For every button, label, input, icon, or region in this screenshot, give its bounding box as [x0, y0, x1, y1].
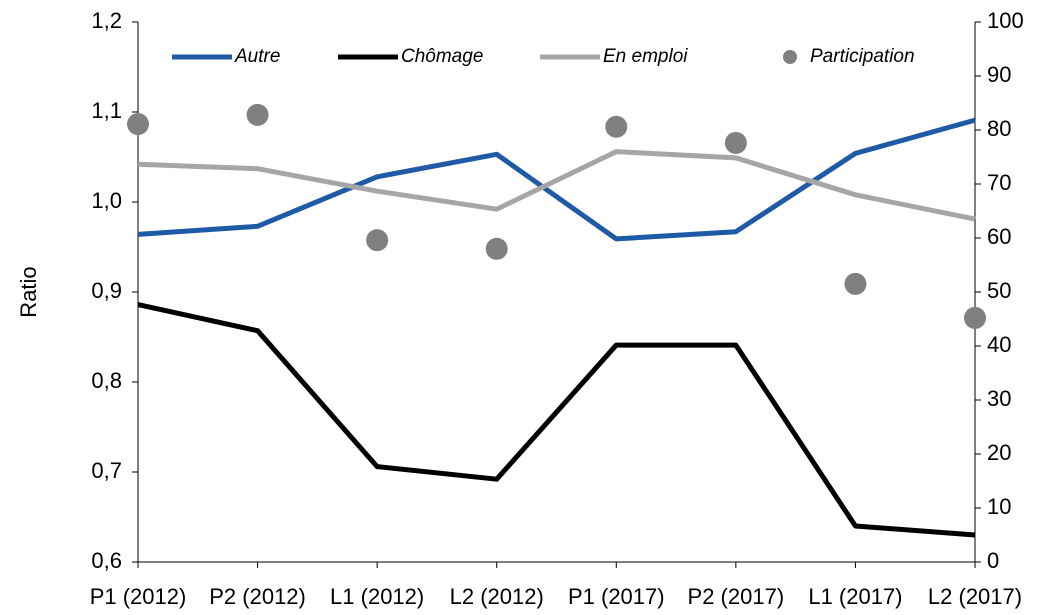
participation-point	[605, 115, 628, 138]
x-tick-label: P2 (2017)	[688, 584, 785, 609]
series-line	[137, 149, 976, 222]
y2-tick-label: 40	[987, 332, 1011, 357]
x-tick-label: L2 (2012)	[450, 584, 544, 609]
x-tick-label: L1 (2017)	[808, 584, 902, 609]
y2-tick-label: 50	[987, 278, 1011, 303]
participation-point	[844, 272, 867, 295]
legend: Autre Chômage En emploi Participation	[172, 46, 915, 67]
participation-point	[724, 131, 747, 154]
x-tick-label: P1 (2012)	[90, 584, 187, 609]
legend-label: Participation	[810, 46, 915, 67]
y2-tick-label: 70	[987, 170, 1011, 195]
y2-tick-label: 100	[987, 8, 1024, 33]
y2-tick-label: 10	[987, 494, 1011, 519]
y-axis-label: Ratio	[16, 266, 41, 317]
participation-point	[964, 306, 986, 329]
y-tick-label: 0,6	[91, 548, 122, 573]
y2-tick-label: 30	[987, 386, 1011, 411]
legend-label: Chômage	[401, 46, 483, 67]
series-line	[137, 302, 976, 538]
y-tick-label: 0,7	[91, 458, 122, 483]
y2-tick-label: 80	[987, 116, 1011, 141]
series-line	[137, 117, 976, 242]
y2-tick-label: 0	[987, 548, 999, 573]
x-tick-label: P1 (2017)	[568, 584, 665, 609]
legend-label: Autre	[234, 46, 280, 67]
legend-marker	[783, 50, 797, 64]
participation-point	[485, 237, 508, 260]
participation-point	[246, 103, 269, 126]
y2-tick-label: 20	[987, 440, 1011, 465]
y2-tick-label: 60	[987, 224, 1011, 249]
x-tick-label: L1 (2012)	[330, 584, 424, 609]
y-tick-label: 1,0	[91, 188, 122, 213]
y2-tick-label: 90	[987, 62, 1011, 87]
x-tick-label: P2 (2012)	[209, 584, 306, 609]
participation-point	[366, 229, 389, 252]
participation-point	[127, 113, 149, 136]
x-tick-label: L2 (2017)	[928, 584, 1022, 609]
y-tick-label: 0,8	[91, 368, 122, 393]
y-tick-label: 1,2	[91, 8, 122, 33]
y-tick-label: 0,9	[91, 278, 122, 303]
y-tick-label: 1,1	[91, 98, 122, 123]
legend-label: En emploi	[603, 46, 688, 67]
